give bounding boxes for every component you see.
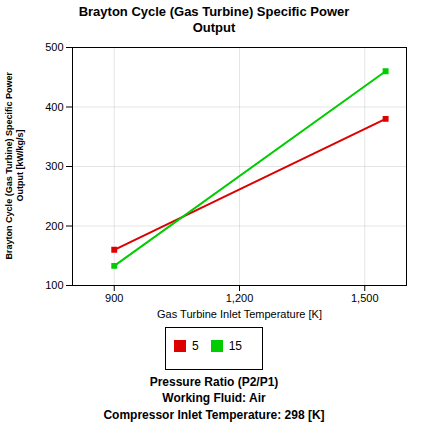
svg-text:Gas Turbine Inlet Temperature: Gas Turbine Inlet Temperature [K]	[157, 308, 322, 320]
html-text:Brayton Cycle (Gas Turbine) Sp: Brayton Cycle (Gas Turbine) Specific Pow…	[4, 72, 25, 260]
svg-text:100: 100	[45, 279, 63, 291]
html-text:Pressure Ratio (P2/P1): Pressure Ratio (P2/P1)	[149, 375, 279, 390]
html-text:Working Fluid: Air: Working Fluid: Air	[162, 391, 266, 406]
html-text:5: 5	[192, 338, 199, 353]
svg-text:900: 900	[105, 292, 123, 304]
svg-text:1,500: 1,500	[351, 292, 379, 304]
html-text:15: 15	[228, 338, 242, 353]
html-text:Compressor Inlet Temperature:: Compressor Inlet Temperature: 298 [K]	[103, 407, 325, 422]
svg-text:400: 400	[45, 101, 63, 113]
html-text:Brayton Cycle (Gas Turbine) Sp: Brayton Cycle (Gas Turbine) Specific Pow…	[78, 4, 350, 35]
svg-text:200: 200	[45, 220, 63, 232]
svg-text:500: 500	[45, 41, 63, 53]
svg-text:1,200: 1,200	[226, 292, 254, 304]
svg-text:300: 300	[45, 160, 63, 172]
